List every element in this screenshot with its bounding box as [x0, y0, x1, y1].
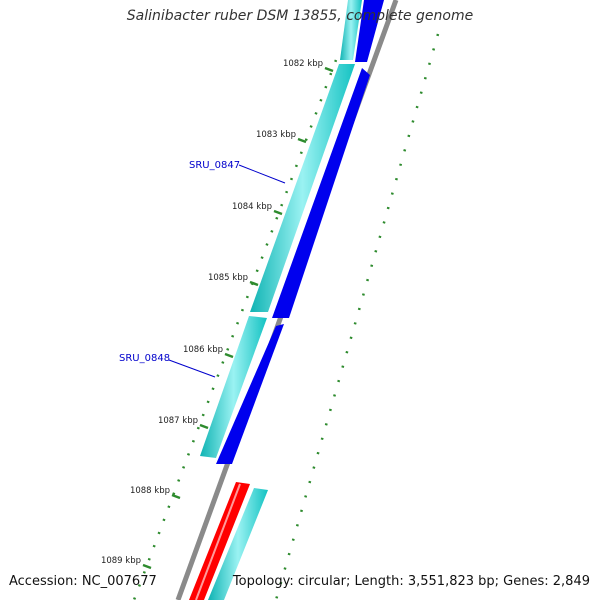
position-ticks: 1082 kbp 1083 kbp 1084 kbp 1085 kbp 1086 kbp… — [101, 59, 334, 570]
label-link-sru0848 — [168, 359, 216, 378]
gene-blue-sru0848 — [216, 324, 284, 464]
tick-label: 1083 kbp — [256, 130, 296, 140]
accession-text: Accession: NC_007677 — [9, 574, 157, 589]
tick-mark — [142, 563, 152, 570]
tick-mark — [224, 352, 234, 359]
tick-label: 1086 kbp — [183, 345, 223, 355]
cds-cyan-sru0847 — [250, 64, 355, 312]
gene-label-sru0847[interactable]: SRU_0847 — [189, 160, 240, 171]
gene-blue-upper-top — [355, 0, 384, 62]
tick-label: 1085 kbp — [208, 273, 248, 283]
cds-cyan-sru0848 — [200, 316, 267, 458]
tick-mark — [324, 66, 334, 73]
tick-label: 1089 kbp — [101, 556, 141, 566]
gene-label-sru0848[interactable]: SRU_0848 — [119, 353, 170, 364]
tick-mark — [171, 493, 181, 500]
tick-label: 1084 kbp — [232, 202, 272, 212]
tick-mark — [273, 209, 283, 216]
tick-label: 1082 kbp — [283, 59, 323, 69]
tick-label: 1087 kbp — [158, 416, 198, 426]
tick-mark — [249, 280, 259, 287]
tick-mark — [297, 137, 307, 144]
gene-red-lower — [189, 482, 250, 600]
cds-cyan-top — [340, 0, 362, 60]
cds-cyan-lower — [208, 488, 268, 600]
tick-label: 1088 kbp — [130, 486, 170, 496]
label-link-sru0847 — [238, 164, 286, 184]
map-title: Salinibacter ruber DSM 13855, complete g… — [126, 8, 474, 24]
genome-summary-text: Topology: circular; Length: 3,551,823 bp… — [232, 574, 590, 589]
tick-mark — [199, 423, 209, 430]
gc-track-inner — [274, 33, 440, 600]
gene-blue-sru0847 — [272, 68, 370, 318]
gene-red-highlight — [195, 483, 241, 600]
